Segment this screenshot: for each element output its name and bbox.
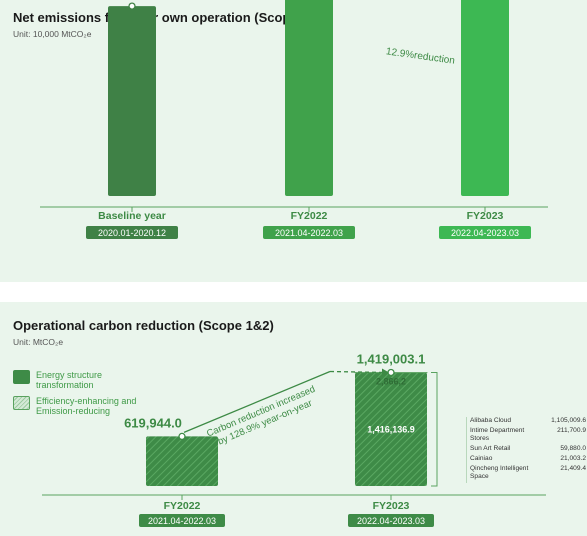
net-emissions-chart: 422.0Baseline year2020.01-2020.12541.2FY… — [40, 0, 548, 239]
category-label-fy2022: FY2022 — [164, 500, 201, 512]
growth-arrow-head — [382, 368, 389, 377]
bar-baseline-year — [108, 6, 156, 196]
total-label-fy2022: 619,944.0 — [124, 415, 182, 430]
period-label-fy2023: 2022.04-2023.03 — [357, 516, 425, 526]
legend-item-efficiency: Efficiency-enhancing and Emission-reduci… — [13, 396, 146, 416]
breakdown-name: Intime Department Stores — [470, 427, 525, 442]
breakdown-row-alibaba-cloud: Alibaba Cloud 1,105,009.6 — [470, 417, 586, 425]
growth-dashed-line — [329, 370, 388, 374]
category-label-fy2023: FY2023 — [467, 210, 504, 222]
chart1-unit: Unit: 10,000 MtCO₂e — [13, 29, 92, 39]
breakdown-list: Alibaba Cloud 1,105,009.6 Intime Departmen… — [466, 417, 586, 483]
category-label-fy2022: FY2022 — [291, 210, 328, 222]
breakdown-name: Qincheng Intelligent Space — [470, 465, 529, 480]
breakdown-value: 1,105,009.6 — [551, 417, 586, 424]
segment-label-energy: 1,416,136.9 — [367, 424, 415, 434]
period-pill-fy2023 — [439, 226, 531, 239]
breakdown-bracket — [431, 371, 438, 487]
legend-item-energy: Energy structure transformation — [13, 370, 146, 390]
period-label-baseline-year: 2020.01-2020.12 — [98, 228, 166, 238]
breakdown-value: 59,880.0 — [560, 445, 586, 452]
period-label-fy2023: 2022.04-2023.03 — [451, 228, 519, 238]
bar-segment-energy-fy2023 — [355, 372, 427, 486]
category-label-baseline-year: Baseline year — [98, 210, 166, 222]
period-pill-baseline-year — [86, 226, 178, 239]
legend-label-energy: Energy structure transformation — [36, 370, 103, 390]
carbon-reduction-chart: 619,944.0 1,419,003.1 2,866,2 1,416,136.9 FY… — [42, 351, 546, 527]
chart2-unit: Unit: MtCO₂e — [13, 337, 64, 347]
bar-top-marker-baseline-year — [128, 2, 136, 10]
period-label-fy2022: 2021.04-2022.03 — [275, 228, 343, 238]
bar-top-marker-fy2022 — [178, 432, 186, 441]
bar-fy2022 — [146, 436, 218, 486]
bar-fy2023 — [461, 0, 509, 196]
period-pill-fy2022 — [139, 514, 225, 527]
breakdown-row-cainiao: Cainiao 21,003.2 — [470, 455, 586, 463]
legend-label-efficiency: Efficiency-enhancing and Emission-reduci… — [36, 396, 137, 416]
breakdown-value: 21,003.2 — [560, 455, 586, 462]
period-pill-fy2023 — [348, 514, 434, 527]
breakdown-name: Alibaba Cloud — [470, 417, 512, 424]
segment-label-efficiency: 2,866,2 — [376, 376, 406, 386]
net-emissions-panel: Net emissions from our own operation (Sc… — [0, 0, 587, 282]
period-label-fy2022: 2021.04-2022.03 — [148, 516, 216, 526]
category-label-fy2023: FY2023 — [373, 500, 410, 512]
breakdown-row-qincheng-intelligent-space: Qincheng Intelligent Space 21,409.4 — [470, 465, 586, 481]
breakdown-name: Cainiao — [470, 455, 493, 462]
chart1-title: Net emissions from our own operation (Sc… — [13, 10, 330, 25]
bar-fy2022 — [285, 0, 333, 196]
growth-arrow-line — [183, 370, 331, 434]
carbon-reduction-panel: Operational carbon reduction (Scope 1&2)… — [0, 302, 587, 536]
period-pill-fy2022 — [263, 226, 355, 239]
chart2-title: Operational carbon reduction (Scope 1&2) — [13, 318, 274, 333]
legend-swatch-efficiency — [13, 396, 30, 410]
breakdown-name: Sun Art Retail — [470, 445, 511, 452]
breakdown-value: 21,409.4 — [560, 465, 586, 472]
breakdown-value: 211,700.9 — [557, 427, 586, 434]
breakdown-row-intime-department-stores: Intime Department Stores 211,700.9 — [470, 427, 586, 443]
reduction-annotation: 12.9%reduction — [385, 46, 455, 67]
breakdown-row-sun-art-retail: Sun Art Retail 59,880.0 — [470, 445, 586, 453]
total-label-fy2023: 1,419,003.1 — [357, 351, 426, 366]
legend-swatch-energy — [13, 370, 30, 384]
